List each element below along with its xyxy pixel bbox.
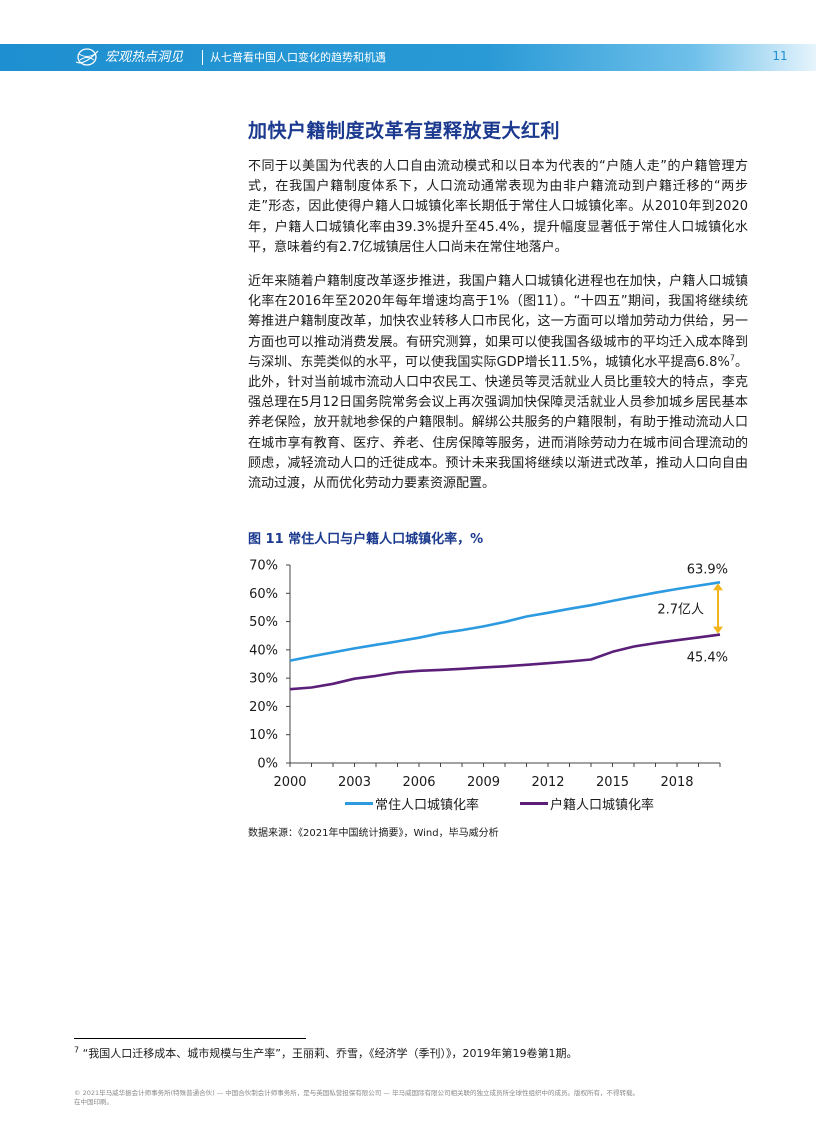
y-tick-label: 0% bbox=[257, 757, 278, 772]
x-tick-label: 2006 bbox=[402, 775, 435, 790]
x-tick-label: 2015 bbox=[596, 775, 629, 790]
x-tick-label: 2000 bbox=[273, 775, 306, 790]
series-line-hukou bbox=[289, 633, 721, 691]
header-section-title: 宏观热点洞见 bbox=[105, 50, 184, 65]
legend-label-hukou: 户籍人口城镇化率 bbox=[550, 797, 655, 813]
x-tick-label: 2003 bbox=[338, 775, 371, 790]
x-tick-label: 2012 bbox=[531, 775, 564, 790]
header-subtitle: 从七普看中国人口变化的趋势和机遇 bbox=[210, 51, 386, 64]
y-tick-label: 40% bbox=[249, 643, 278, 658]
y-tick-label: 20% bbox=[249, 700, 278, 715]
series-line-resident bbox=[289, 581, 721, 662]
footnote-text: “我国人口迁移成本、城市规模与生产率”，王丽莉、乔雪，《经济学（季刊）》，201… bbox=[82, 1047, 578, 1060]
header-divider bbox=[202, 50, 203, 65]
gap-arrow-head-down bbox=[713, 626, 723, 634]
legend-swatch-resident bbox=[345, 801, 373, 805]
page-number: 11 bbox=[772, 49, 788, 63]
copyright-line-2: 在中国印刷。 bbox=[74, 1098, 113, 1106]
end-label-resident: 63.9% bbox=[687, 562, 728, 577]
header-bar: 宏观热点洞见 从七普看中国人口变化的趋势和机遇 bbox=[0, 44, 816, 71]
footnote-number: 7 bbox=[74, 1045, 80, 1055]
paragraph-2-part-b: 。此外，针对当前城市流动人口中农民工、快递员等灵活就业人员比重较大的特点，李克强… bbox=[248, 354, 748, 492]
footnote: 7 “我国人口迁移成本、城市规模与生产率”，王丽莉、乔雪，《经济学（季刊）》，2… bbox=[74, 1045, 577, 1061]
y-tick-label: 70% bbox=[249, 559, 278, 574]
y-tick-label: 30% bbox=[249, 672, 278, 687]
footnote-ref[interactable]: 7 bbox=[729, 353, 735, 363]
urbanization-line-chart: 0% 10% 20% 30% 40% 50% 60% 70% 2000 2003 2006 2009 2… bbox=[249, 559, 728, 791]
legend-label-resident: 常住人口城镇化率 bbox=[375, 797, 480, 813]
legend-item-hukou: 户籍人口城镇化率 bbox=[520, 794, 655, 813]
legend-item-resident: 常住人口城镇化率 bbox=[345, 794, 480, 813]
paragraph-2: 近年来随着户籍制度改革逐步推进，我国户籍人口城镇化进程也在加快，户籍人口城镇化率… bbox=[248, 272, 748, 494]
x-tick-label: 2009 bbox=[467, 775, 500, 790]
figure-title: 图 11 常住人口与户籍人口城镇化率，% bbox=[248, 532, 484, 547]
paragraph-2-part-a: 近年来随着户籍制度改革逐步推进，我国户籍人口城镇化进程也在加快，户籍人口城镇化率… bbox=[248, 274, 748, 370]
copyright-line-1: © 2021毕马威华振会计师事务所(特殊普通合伙) — 中国合伙制会计师事务所，… bbox=[74, 1089, 639, 1097]
y-tick-label: 60% bbox=[249, 587, 278, 602]
data-source-note: 数据来源：《2021年中国统计摘要》，Wind，毕马威分析 bbox=[248, 828, 499, 839]
kpmg-globe-icon bbox=[74, 47, 100, 67]
gap-label: 2.7亿人 bbox=[657, 602, 704, 617]
legend-swatch-hukou bbox=[520, 801, 548, 805]
paragraph-1: 不同于以美国为代表的人口自由流动模式和以日本为代表的“户随人走”的户籍管理方式，… bbox=[248, 159, 748, 255]
y-tick-label: 10% bbox=[249, 728, 278, 743]
x-tick-label: 2018 bbox=[660, 775, 693, 790]
footnote-divider bbox=[74, 1038, 306, 1039]
copyright-notice: © 2021毕马威华振会计师事务所(特殊普通合伙) — 中国合伙制会计师事务所，… bbox=[74, 1089, 744, 1107]
y-tick-label: 50% bbox=[249, 615, 278, 630]
section-heading: 加快户籍制度改革有望释放更大红利 bbox=[248, 120, 561, 142]
end-label-hukou: 45.4% bbox=[687, 651, 728, 666]
gap-arrow-head-up bbox=[713, 583, 723, 591]
